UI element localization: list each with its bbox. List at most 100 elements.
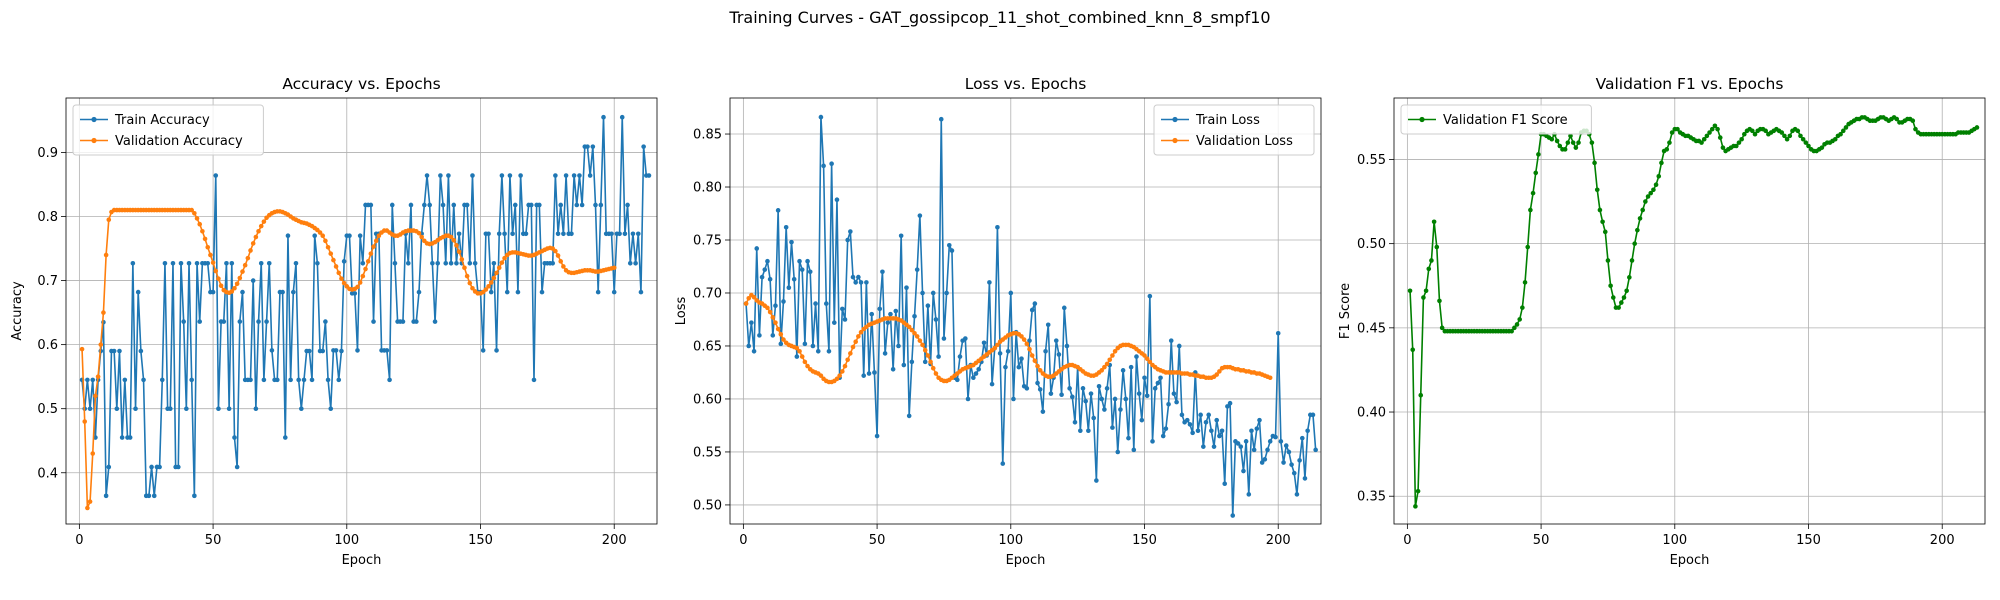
accuracy-data-point (558, 202, 564, 208)
accuracy-data-point (194, 216, 200, 221)
loss-series-line (745, 116, 1317, 517)
accuracy-data-point (424, 173, 430, 178)
loss-data-point (1112, 396, 1118, 402)
loss-data-point (1187, 422, 1193, 427)
accuracy-data-point (464, 273, 470, 279)
f1-data-point (1645, 194, 1651, 199)
accuracy-data-point (419, 234, 424, 240)
accuracy-data-point (197, 319, 203, 324)
accuracy-data-point (336, 270, 342, 276)
f1-data-point (1715, 126, 1720, 132)
loss-data-point (1107, 357, 1113, 363)
accuracy-data-point (234, 281, 240, 287)
loss-data-point (1005, 348, 1011, 354)
accuracy-data-point (416, 289, 422, 295)
accuracy-data-point (357, 233, 363, 239)
f1-y-tick-label: 0.35 (1357, 490, 1386, 505)
accuracy-data-point (114, 406, 120, 411)
accuracy-data-point (531, 377, 537, 383)
accuracy-data-point (274, 377, 280, 383)
f1-series-1 (1407, 115, 1980, 509)
loss-legend-swatch-marker (1172, 137, 1178, 144)
f1-data-point (1913, 126, 1918, 132)
accuracy-legend-box (72, 104, 264, 156)
accuracy-data-point (258, 260, 264, 266)
accuracy-data-point (331, 257, 336, 263)
accuracy-data-point (333, 264, 339, 269)
accuracy-data-point (611, 265, 617, 271)
accuracy-data-point (159, 377, 165, 383)
loss-data-point (840, 306, 845, 312)
accuracy-data-point (213, 268, 219, 274)
accuracy-data-point (400, 319, 406, 324)
accuracy-data-point (373, 238, 379, 244)
loss-data-point (995, 342, 1000, 348)
loss-data-point (775, 208, 781, 213)
loss-data-point (794, 354, 800, 359)
loss-data-point (767, 309, 773, 315)
accuracy-data-point (491, 275, 497, 281)
f1-data-point (1798, 133, 1803, 139)
accuracy-data-point (285, 233, 291, 239)
loss-data-point (1297, 458, 1302, 463)
accuracy-data-point (250, 278, 256, 283)
loss-data-point (1019, 356, 1024, 361)
loss-data-point (1048, 391, 1054, 396)
f1-data-point (1407, 288, 1413, 294)
accuracy-data-point (248, 248, 253, 253)
loss-data-point (757, 333, 762, 338)
loss-data-point (925, 303, 931, 309)
accuracy-data-point (130, 260, 136, 266)
f1-data-point (1974, 125, 1980, 130)
accuracy-data-point (585, 144, 590, 149)
f1-legend-box (1400, 104, 1592, 135)
loss-legend-box (1153, 104, 1315, 156)
accuracy-data-point (488, 280, 494, 285)
loss-data-point (1278, 439, 1284, 444)
f1-data-point (1514, 322, 1520, 327)
f1-data-point (1605, 258, 1611, 263)
accuracy-data-point (523, 231, 529, 237)
accuracy-data-point (141, 377, 146, 383)
accuracy-data-point (216, 276, 221, 281)
loss-data-point (992, 345, 998, 351)
accuracy-data-point (320, 348, 326, 354)
loss-data-point (1235, 441, 1241, 446)
loss-y-tick-label: 0.70 (693, 286, 722, 301)
loss-data-point (1088, 391, 1094, 396)
accuracy-data-point (106, 217, 112, 223)
loss-data-point (1203, 419, 1209, 425)
accuracy-data-point (611, 289, 617, 295)
loss-data-point (759, 274, 765, 280)
f1-data-point (1549, 136, 1555, 142)
f1-data-point (1640, 207, 1646, 213)
f1-x-tick-label: 150 (1796, 533, 1821, 548)
accuracy-data-point (106, 464, 112, 470)
accuracy-data-point (590, 144, 596, 149)
loss-data-point (1078, 428, 1083, 434)
loss-data-point (1120, 368, 1126, 373)
accuracy-data-point (103, 252, 109, 258)
loss-data-point (805, 363, 810, 369)
f1-data-point (1733, 143, 1739, 149)
loss-data-point (1142, 353, 1147, 358)
accuracy-data-point (609, 231, 614, 237)
f1-data-point (1418, 392, 1424, 398)
loss-data-point (856, 274, 861, 280)
accuracy-data-point (365, 259, 371, 264)
loss-data-point (1027, 346, 1032, 352)
loss-data-point (936, 354, 941, 359)
accuracy-data-point (189, 207, 194, 213)
accuracy-data-point (250, 241, 256, 246)
loss-data-point (794, 345, 800, 351)
accuracy-x-tick-label: 100 (334, 533, 359, 548)
loss-data-point (1131, 447, 1137, 453)
f1-data-point (1704, 133, 1710, 139)
accuracy-series-1 (79, 114, 652, 499)
loss-data-point (1139, 417, 1145, 423)
accuracy-data-point (299, 406, 304, 411)
accuracy-data-point (221, 319, 227, 324)
accuracy-data-point (480, 348, 486, 353)
f1-x-tick-label: 50 (1533, 533, 1550, 548)
accuracy-data-point (192, 493, 197, 499)
